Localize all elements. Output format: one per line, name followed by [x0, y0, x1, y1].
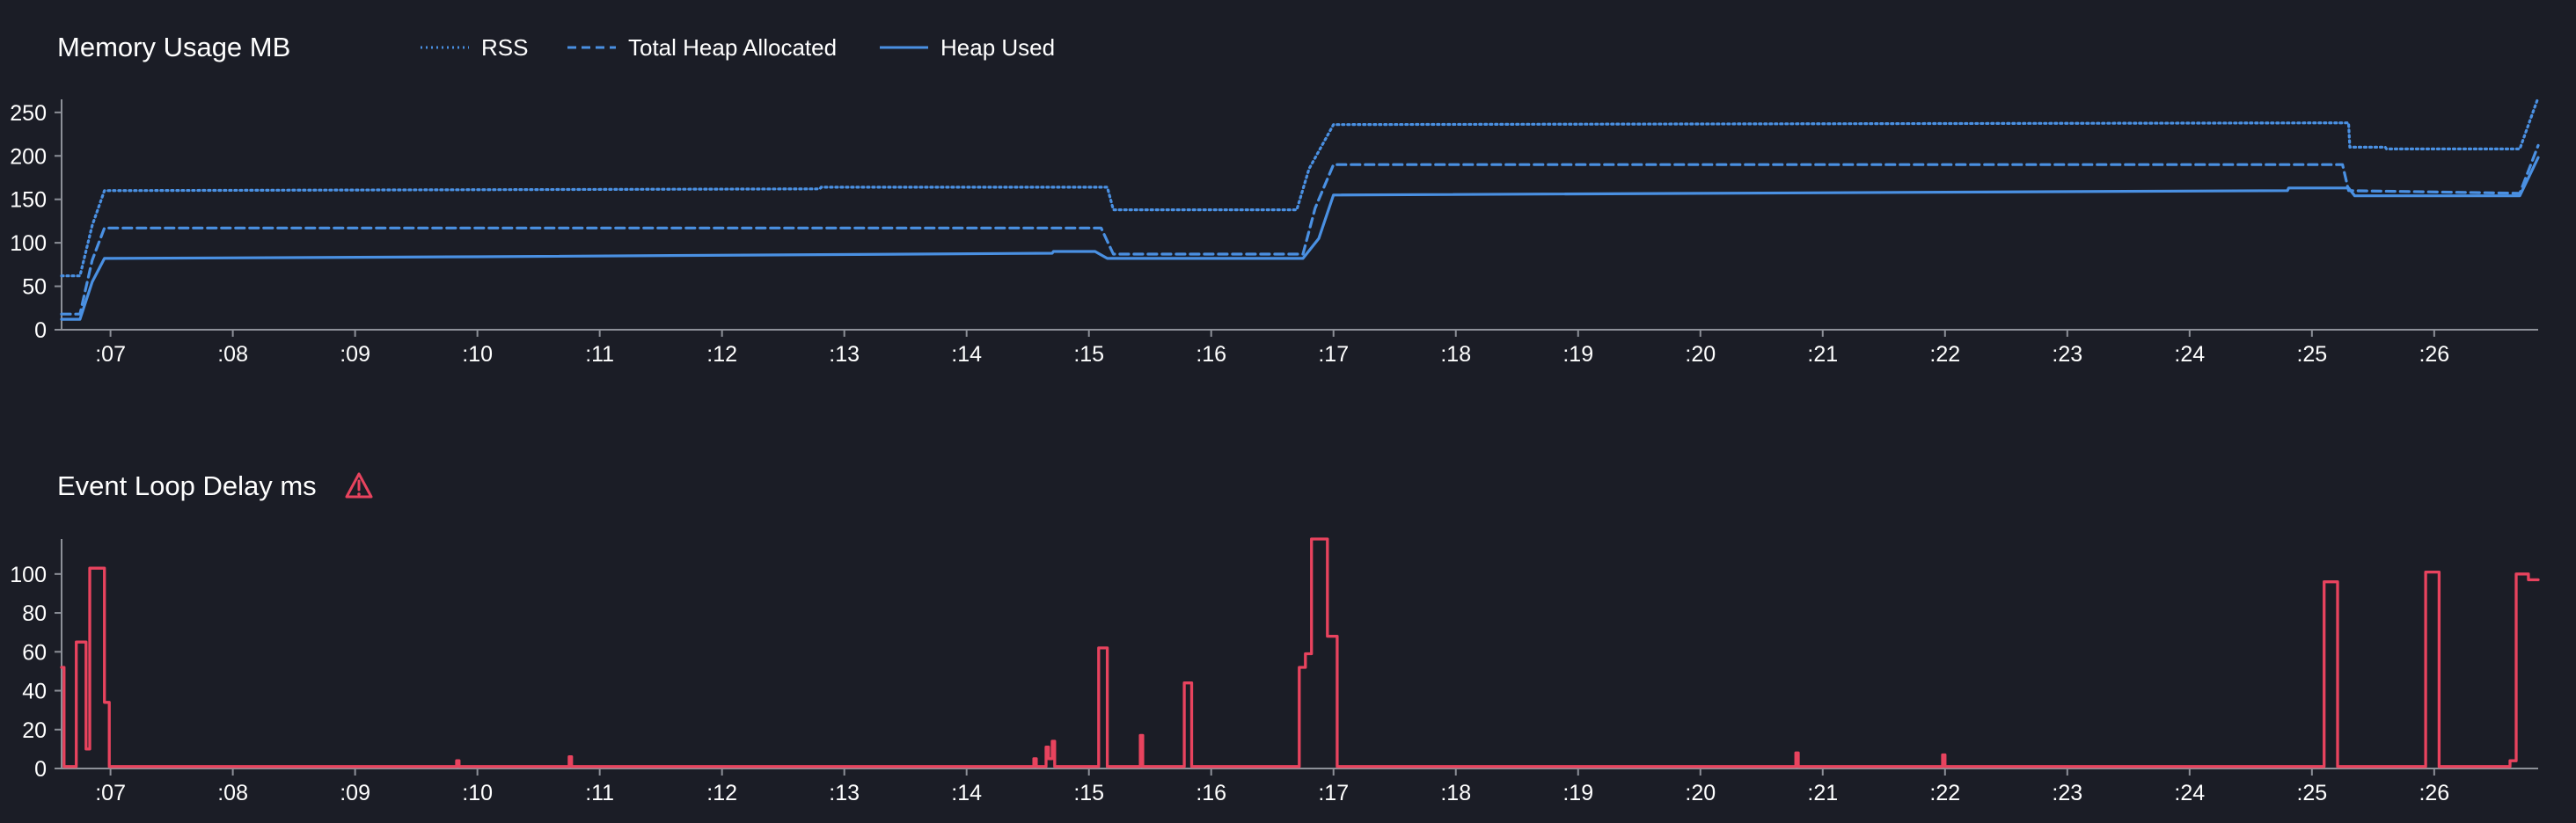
memory-y-tick-label: 250 [10, 101, 47, 126]
memory-y-tick-label: 100 [10, 231, 47, 256]
event-loop-x-tick-label: :09 [340, 781, 370, 805]
memory-chart-title: Memory Usage MB [57, 32, 290, 62]
memory-x-tick-label: :14 [951, 342, 982, 367]
heap-used-line [60, 156, 2540, 321]
event-loop-x-tick-label: :18 [1440, 781, 1471, 805]
memory-y-tick-label: 150 [10, 188, 47, 213]
event-loop-x-tick-label: :13 [829, 781, 860, 805]
event-loop-x-tick-label: :07 [95, 781, 126, 805]
event-loop-y-tick-label: 20 [22, 718, 47, 743]
memory-y-ticks: 0 50 100 150 200 250 [10, 101, 62, 343]
legend-label-total-heap-allocated: Total Heap Allocated [628, 34, 837, 61]
memory-x-ticks: :07 :08 :09 :10 :11 :12 :13 :14 :15 :16 :17 :18 :19:… [95, 330, 2449, 367]
legend-item-total-heap-allocated[interactable]: Total Heap Allocated [567, 34, 837, 61]
event-loop-y-tick-label: 40 [22, 680, 47, 704]
event-loop-chart-title: Event Loop Delay ms [57, 470, 317, 501]
event-loop-x-tick-label: :20 [1685, 781, 1716, 805]
event-loop-x-tick-label: :26 [2419, 781, 2449, 805]
memory-x-tick-label: :10 [462, 342, 493, 367]
event-loop-x-tick-label: :11 [585, 781, 614, 805]
memory-x-tick-label: :08 [217, 342, 248, 367]
memory-x-tick-label: :13 [829, 342, 860, 367]
legend-label-heap-used: Heap Used [940, 34, 1055, 61]
event-loop-y-tick-label: 0 [34, 757, 47, 782]
event-loop-delay-line [60, 537, 2540, 768]
memory-x-tick-label: :25 [2296, 342, 2327, 367]
event-loop-chart: Event Loop Delay ms 0 20 40 60 80 100 :07 :08:… [10, 470, 2540, 805]
memory-y-tick-label: 0 [34, 318, 47, 343]
memory-x-tick-label: :11 [585, 342, 614, 367]
event-loop-x-tick-label: :23 [2052, 781, 2082, 805]
warning-triangle-icon[interactable] [345, 472, 373, 499]
memory-x-tick-label: :15 [1073, 342, 1104, 367]
legend-item-rss[interactable]: RSS [421, 34, 528, 61]
event-loop-x-tick-label: :21 [1807, 781, 1838, 805]
event-loop-x-tick-label: :19 [1562, 781, 1593, 805]
event-loop-x-tick-label: :16 [1196, 781, 1226, 805]
event-loop-x-tick-label: :10 [462, 781, 493, 805]
memory-x-tick-label: :12 [706, 342, 737, 367]
memory-series-lines [60, 96, 2540, 321]
event-loop-x-tick-label: :08 [217, 781, 248, 805]
event-loop-y-ticks: 0 20 40 60 80 100 [10, 563, 62, 782]
event-loop-series-line [60, 537, 2540, 768]
event-loop-x-tick-label: :24 [2174, 781, 2205, 805]
event-loop-x-tick-label: :15 [1073, 781, 1104, 805]
warning-exclamation-dot [357, 492, 361, 496]
event-loop-y-tick-label: 80 [22, 601, 47, 626]
memory-x-tick-label: :18 [1440, 342, 1471, 367]
memory-x-tick-label: :07 [95, 342, 126, 367]
total-heap-allocated-line [60, 143, 2540, 316]
memory-y-tick-label: 200 [10, 144, 47, 169]
memory-x-tick-label: :20 [1685, 342, 1716, 367]
memory-x-tick-label: :26 [2419, 342, 2449, 367]
legend-item-heap-used[interactable]: Heap Used [880, 34, 1055, 61]
memory-legend: RSS Total Heap Allocated Heap Used [421, 34, 1055, 61]
memory-x-tick-label: :16 [1196, 342, 1226, 367]
event-loop-x-tick-label: :12 [706, 781, 737, 805]
legend-label-rss: RSS [481, 34, 528, 61]
warning-triangle-shape [345, 472, 373, 499]
event-loop-y-tick-label: 60 [22, 640, 47, 665]
event-loop-x-tick-label: :25 [2296, 781, 2327, 805]
memory-x-tick-label: :23 [2052, 342, 2082, 367]
memory-x-tick-label: :24 [2174, 342, 2205, 367]
rss-line [60, 96, 2540, 278]
event-loop-x-tick-label: :17 [1318, 781, 1349, 805]
memory-x-tick-label: :21 [1807, 342, 1838, 367]
memory-x-tick-label: :19 [1562, 342, 1593, 367]
memory-y-tick-label: 50 [22, 275, 47, 300]
memory-x-tick-label: :09 [340, 342, 370, 367]
event-loop-y-tick-label: 100 [10, 563, 47, 587]
memory-usage-chart: Memory Usage MB RSS Total Heap Allocated… [10, 32, 2540, 367]
memory-x-tick-label: :22 [1929, 342, 1960, 367]
event-loop-x-tick-label: :14 [951, 781, 982, 805]
event-loop-x-ticks: :07 :08 :09 :10 :11 :12 :13 :14 :15 :16 :17 :18 :19:… [95, 768, 2449, 805]
memory-x-tick-label: :17 [1318, 342, 1349, 367]
event-loop-x-tick-label: :22 [1929, 781, 1960, 805]
